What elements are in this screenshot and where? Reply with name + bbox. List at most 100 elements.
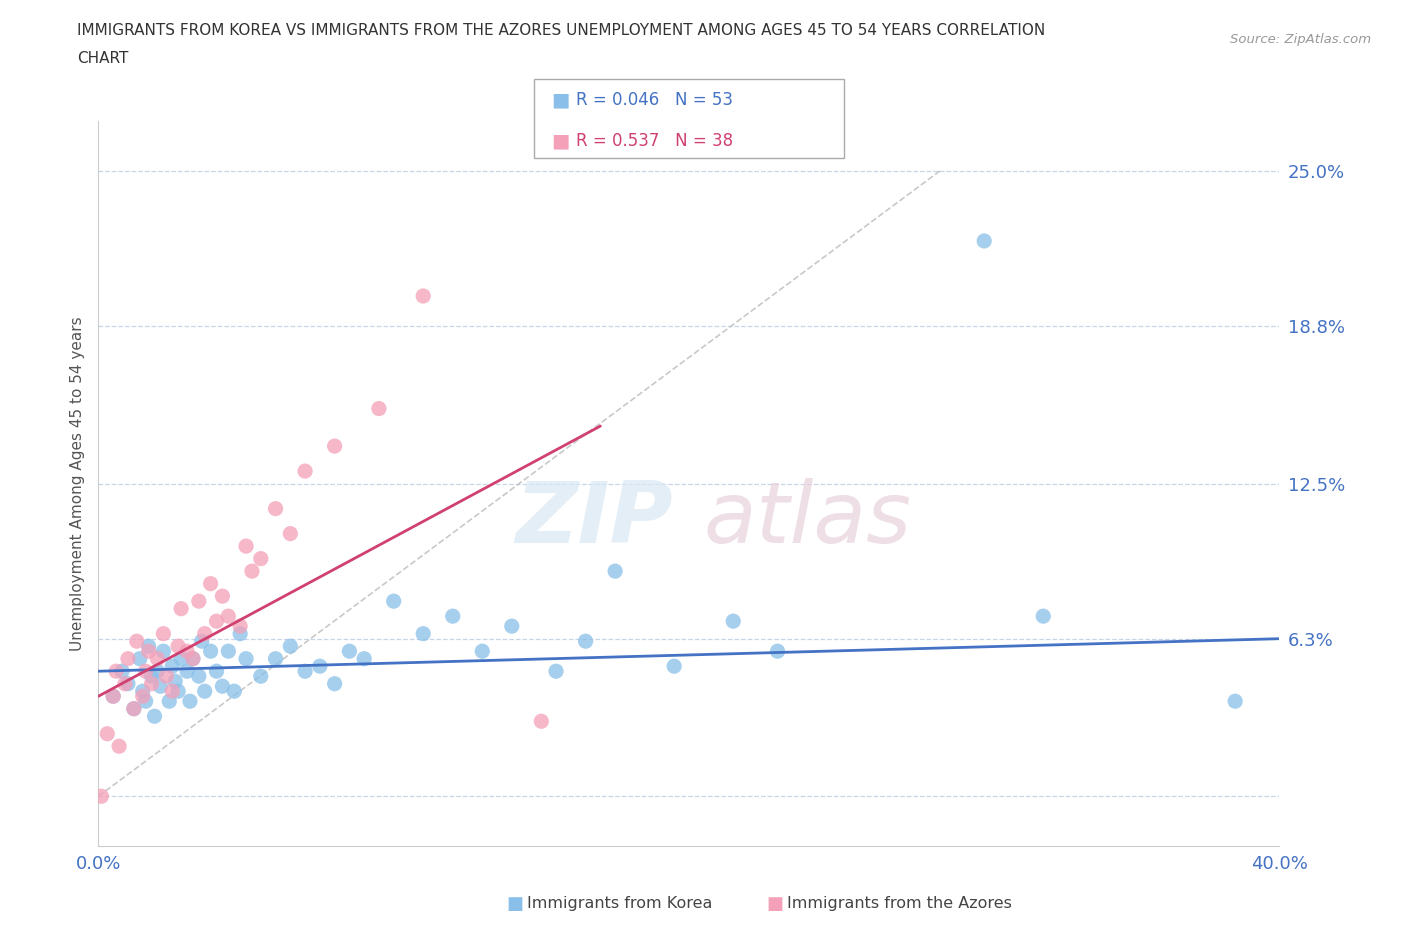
Text: IMMIGRANTS FROM KOREA VS IMMIGRANTS FROM THE AZORES UNEMPLOYMENT AMONG AGES 45 T: IMMIGRANTS FROM KOREA VS IMMIGRANTS FROM…	[77, 23, 1046, 38]
Point	[117, 676, 139, 691]
Point	[96, 726, 118, 741]
Point	[323, 439, 346, 454]
Point	[217, 644, 239, 658]
Point	[152, 644, 174, 658]
Text: Immigrants from the Azores: Immigrants from the Azores	[787, 897, 1012, 911]
Point	[187, 669, 209, 684]
Point	[664, 658, 686, 673]
Point	[152, 626, 174, 641]
Point	[1032, 609, 1054, 624]
Point	[339, 644, 361, 658]
Point	[103, 689, 125, 704]
Point	[105, 664, 128, 679]
Point	[240, 564, 263, 578]
Point	[264, 501, 287, 516]
Point	[117, 651, 139, 666]
Point	[141, 669, 163, 684]
Point	[250, 551, 273, 566]
Point	[723, 614, 745, 629]
Point	[141, 676, 163, 691]
Point	[766, 644, 789, 658]
Point	[200, 577, 222, 591]
Point	[103, 689, 125, 704]
Point	[194, 684, 217, 698]
Point	[162, 684, 183, 698]
Point	[155, 669, 177, 684]
Point	[471, 644, 494, 658]
Point	[165, 673, 187, 688]
Text: ■: ■	[551, 90, 569, 109]
Point	[146, 664, 169, 679]
Point	[170, 601, 193, 616]
Point	[280, 526, 302, 541]
Point	[90, 789, 112, 804]
Point	[501, 618, 523, 633]
Point	[162, 658, 183, 673]
Point	[294, 464, 316, 479]
Text: R = 0.537   N = 38: R = 0.537 N = 38	[576, 132, 734, 151]
Point	[187, 593, 209, 608]
Point	[294, 664, 316, 679]
Point	[264, 651, 287, 666]
Point	[250, 669, 273, 684]
Point	[235, 651, 257, 666]
Text: ■: ■	[551, 132, 569, 151]
Point	[108, 738, 131, 753]
Point	[143, 709, 166, 724]
Point	[412, 626, 434, 641]
Point	[235, 538, 257, 553]
Point	[217, 609, 239, 624]
Point	[179, 694, 201, 709]
Y-axis label: Unemployment Among Ages 45 to 54 years: Unemployment Among Ages 45 to 54 years	[69, 316, 84, 651]
Point	[323, 676, 346, 691]
Point	[176, 664, 198, 679]
Point	[211, 679, 233, 694]
Point	[194, 626, 217, 641]
Point	[412, 288, 434, 303]
Point	[546, 664, 568, 679]
Point	[167, 684, 190, 698]
Point	[224, 684, 246, 698]
Point	[229, 626, 252, 641]
Point	[135, 664, 157, 679]
Point	[132, 689, 155, 704]
Point	[128, 651, 150, 666]
Point	[122, 701, 145, 716]
Text: ZIP: ZIP	[516, 478, 673, 562]
Point	[973, 233, 995, 248]
Point	[125, 633, 148, 648]
Point	[157, 694, 180, 709]
Point	[368, 401, 391, 416]
Point	[309, 658, 332, 673]
Point	[530, 714, 553, 729]
Point	[191, 633, 214, 648]
Point	[176, 644, 198, 658]
Point	[181, 651, 204, 666]
Text: ■: ■	[766, 895, 783, 913]
Point	[114, 676, 136, 691]
Text: Source: ZipAtlas.com: Source: ZipAtlas.com	[1230, 33, 1371, 46]
Point	[205, 664, 228, 679]
Point	[138, 644, 160, 658]
Text: R = 0.046   N = 53: R = 0.046 N = 53	[576, 90, 734, 109]
Point	[122, 701, 145, 716]
Point	[167, 639, 190, 654]
Point	[200, 644, 222, 658]
Point	[205, 614, 228, 629]
Text: ■: ■	[506, 895, 523, 913]
Text: CHART: CHART	[77, 51, 129, 66]
Point	[353, 651, 375, 666]
Point	[605, 564, 627, 578]
Point	[132, 684, 155, 698]
Text: Immigrants from Korea: Immigrants from Korea	[527, 897, 713, 911]
Point	[1225, 694, 1247, 709]
Point	[575, 633, 598, 648]
Point	[111, 664, 134, 679]
Point	[135, 694, 157, 709]
Point	[138, 639, 160, 654]
Point	[229, 618, 252, 633]
Point	[149, 679, 172, 694]
Point	[382, 593, 405, 608]
Point	[181, 651, 204, 666]
Point	[146, 651, 169, 666]
